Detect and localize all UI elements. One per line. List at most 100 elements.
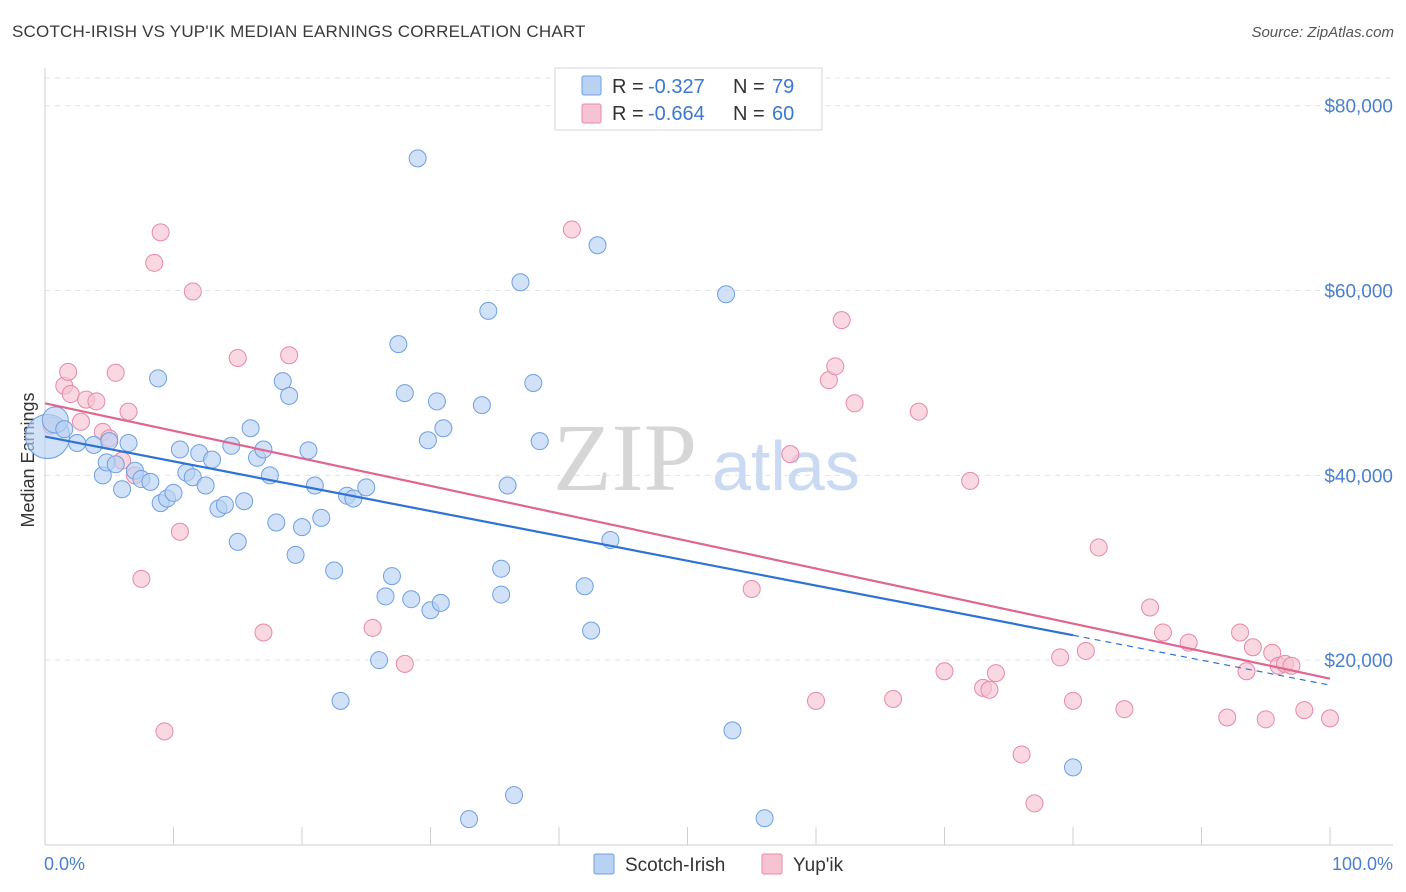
yupik-point (909, 402, 928, 421)
scotch-irish-point (203, 450, 222, 469)
y-axis-title: Median Earnings (18, 392, 38, 527)
yupik-point (1295, 701, 1314, 720)
scotch-irish-point (331, 691, 350, 710)
yupik-point (986, 664, 1005, 683)
yupik-point (1153, 623, 1172, 642)
scotch-irish-point (511, 273, 530, 292)
yupik-point (562, 220, 581, 239)
scotch-irish-point (241, 419, 260, 438)
yupik-point (832, 311, 851, 330)
scotch-irish-point (357, 478, 376, 497)
scotch-irish-point (235, 492, 254, 511)
yupik-point (1243, 638, 1262, 657)
scotch-irish-point (530, 432, 549, 451)
yupik-point (1321, 709, 1339, 728)
scotch-irish-point (164, 483, 183, 502)
bottom-legend-swatch-scotch-irish (593, 853, 615, 875)
scotch-irish-point (431, 593, 450, 612)
scotch-irish-point (222, 436, 241, 455)
scotch-irish-trend-line (44, 435, 1074, 637)
scotch-irish-points (25, 149, 1082, 829)
scotch-irish-point (325, 561, 344, 580)
legend-r-label-yupik: R = (612, 103, 644, 125)
x-tick-label: 100.0% (1332, 854, 1393, 874)
scotch-irish-point (505, 786, 524, 805)
yupik-point (1218, 708, 1237, 727)
y-tick-label: $60,000 (1324, 282, 1393, 303)
scotch-irish-point (427, 392, 446, 411)
x-tick-labels: 0.0% 100.0% (44, 854, 1393, 874)
yupik-point (1141, 598, 1160, 617)
scotch-irish-point (382, 567, 401, 586)
yupik-point (961, 471, 980, 490)
legend-swatch-yupik (581, 103, 602, 124)
yupik-point (781, 445, 800, 464)
legend-r-label-scotch-irish: R = (612, 76, 644, 98)
scotch-irish-point (106, 455, 125, 474)
watermark: ZIP atlas (553, 404, 860, 511)
legend-n-value-scotch-irish: 79 (772, 76, 794, 98)
scotch-irish-point (434, 419, 453, 438)
scotch-irish-point (215, 495, 234, 514)
correlation-legend: R = -0.327 N = 79 R = -0.664 N = 60 (554, 67, 823, 131)
scotch-irish-point (149, 369, 168, 388)
yupik-point (71, 412, 90, 431)
yupik-point (807, 691, 825, 710)
scotch-irish-point (299, 441, 318, 460)
yupik-point (742, 580, 761, 599)
legend-n-label-scotch-irish: N = (733, 76, 765, 98)
yupik-point (1076, 641, 1095, 660)
yupik-point (1051, 648, 1070, 667)
scotch-irish-point (141, 472, 160, 491)
scotch-irish-point (55, 420, 74, 439)
scotch-irish-point (267, 513, 286, 532)
yupik-point (151, 223, 170, 242)
scotch-irish-point (312, 508, 331, 527)
yupik-point (59, 362, 78, 381)
scotch-irish-point (472, 396, 491, 415)
scotch-irish-point (395, 384, 414, 403)
yupik-point (61, 385, 80, 404)
legend-n-label-yupik: N = (733, 103, 765, 125)
scotch-irish-point (370, 651, 389, 670)
y-tick-label: $40,000 (1324, 466, 1393, 487)
scotch-irish-point (305, 476, 324, 495)
trend-lines (44, 402, 1331, 686)
yupik-point (884, 689, 903, 708)
yupik-trend-line (44, 402, 1331, 680)
watermark-atlas: atlas (712, 427, 860, 505)
legend-swatch-scotch-irish (581, 75, 602, 96)
scotch-irish-point (113, 480, 132, 499)
scotch-irish-point (582, 621, 601, 640)
yupik-point (280, 346, 299, 365)
yupik-point (395, 654, 414, 673)
scotch-irish-point (402, 590, 421, 609)
yupik-point (183, 282, 202, 301)
scotch-irish-point (408, 149, 427, 168)
scotch-irish-point (280, 386, 299, 405)
scotch-irish-point (717, 285, 736, 304)
y-tick-label: $20,000 (1324, 651, 1393, 672)
yupik-point (1064, 691, 1082, 710)
bottom-legend-label-yupik: Yup'ik (793, 855, 844, 876)
yupik-points (42, 220, 1339, 813)
yupik-point (170, 522, 189, 541)
yupik-point (1231, 623, 1250, 642)
scotch-irish-point (293, 518, 311, 537)
scotch-irish-point (376, 587, 395, 606)
yupik-point (1089, 538, 1108, 557)
chart-title: SCOTCH-IRISH VS YUP'IK MEDIAN EARNINGS C… (12, 22, 586, 41)
scotch-irish-point (524, 373, 543, 392)
scotch-irish-point (492, 585, 511, 604)
yupik-point (132, 569, 151, 588)
yupik-point (935, 662, 954, 681)
yupik-point (980, 680, 999, 699)
scotch-irish-point (460, 810, 479, 829)
yupik-point (87, 392, 106, 411)
y-tick-labels: $20,000 $40,000 $60,000 $80,000 (1324, 97, 1393, 672)
yupik-point (1256, 710, 1275, 729)
x-tick-label: 0.0% (44, 854, 85, 874)
yupik-point (145, 253, 164, 272)
legend-n-value-yupik: 60 (772, 103, 794, 125)
legend-r-value-scotch-irish: -0.327 (648, 76, 705, 98)
